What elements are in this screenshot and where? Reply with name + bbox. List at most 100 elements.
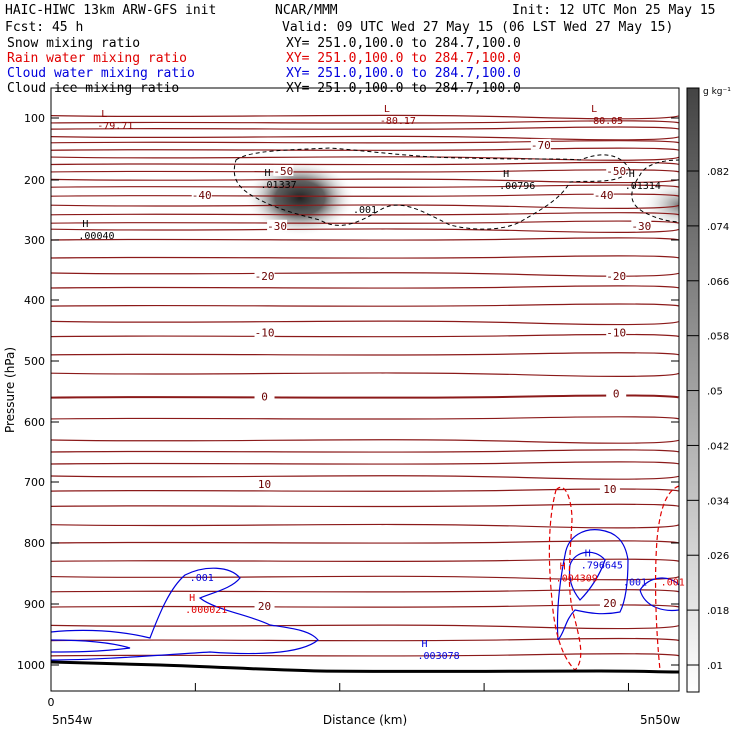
isotherm-label: -10	[606, 327, 626, 340]
isotherm-line	[51, 352, 679, 356]
field-xy: XY= 251.0,100.0 to 284.7,100.0	[286, 51, 521, 66]
isotherm-line	[51, 193, 679, 197]
isotherm-label: -70	[531, 139, 551, 152]
isotherm-label-bg	[606, 387, 627, 399]
plot-area	[51, 114, 679, 674]
isotherm-label: 10	[258, 478, 271, 491]
y-tick-label: 500	[24, 355, 45, 368]
isotherm-label-bg	[606, 326, 627, 338]
isotherm-label: 20	[603, 597, 616, 610]
isotherm-line	[51, 540, 679, 544]
x-axis-title: Distance (km)	[323, 713, 407, 727]
isotherm-label: -50	[606, 165, 626, 178]
rain-contour-right	[548, 486, 582, 671]
y-axis-title: Pressure (hPa)	[3, 347, 17, 433]
colorbar: g kg⁻¹ .082 .074 .066 .058 .05 .042 .034 .026 .0…	[686, 87, 731, 693]
isotherm-line	[51, 523, 679, 529]
isotherm-line	[51, 178, 679, 184]
isotherm-line	[51, 320, 679, 326]
extremum-mark: L	[384, 104, 390, 115]
colorbar-unit: g kg⁻¹	[703, 87, 731, 97]
title-model: HAIC-HIWC 13km ARW-GFS init	[5, 3, 216, 18]
cloud-water-contour-right-inner	[568, 551, 606, 601]
isotherm-line	[51, 169, 679, 173]
isotherm-label: 0	[261, 391, 268, 404]
isotherm-line	[51, 228, 679, 233]
extremum-mark: H	[585, 548, 591, 559]
extremum-mark: H	[629, 169, 635, 180]
isotherm-line	[51, 394, 679, 399]
colorbar-tick-label: .066	[707, 277, 729, 288]
isotherm-line	[51, 140, 679, 144]
extremum-value: .01337	[261, 180, 297, 191]
isotherm-label: 10	[603, 483, 616, 496]
isotherm-line	[51, 333, 679, 338]
isotherm-line	[51, 126, 679, 130]
isotherm-line	[51, 161, 679, 166]
extremum-value: .01314	[625, 181, 661, 192]
field-name: Rain water mixing ratio	[7, 51, 187, 66]
field-legend: Snow mixing ratio XY= 251.0,100.0 to 284.…	[7, 36, 521, 96]
isotherm-label: 20	[258, 600, 271, 613]
extremum-mark: H	[265, 168, 271, 179]
isotherm-line	[51, 120, 679, 124]
x-tick-label: 0	[48, 696, 55, 709]
valid-time: Valid: 09 UTC Wed 27 May 15 (06 LST Wed …	[282, 20, 673, 35]
extremum-value: -79.71	[97, 121, 133, 132]
colorbar-gradient	[686, 87, 700, 693]
isotherm-line	[51, 204, 679, 209]
isotherm-label-bg	[267, 219, 288, 231]
colorbar-tick-label: .018	[707, 606, 729, 617]
title-init: Init: 12 UTC Mon 25 May 15	[512, 3, 716, 18]
colorbar-tick-label: .05	[707, 387, 723, 398]
field-xy: XY= 251.0,100.0 to 284.7,100.0	[286, 36, 521, 51]
title-org: NCAR/MMM	[275, 3, 338, 18]
isotherm-line	[51, 604, 679, 608]
isotherm-line	[51, 114, 679, 120]
cloud-water-contour-left	[51, 567, 319, 661]
isotherm-line	[51, 624, 679, 630]
extremum-value: -80.05	[587, 116, 623, 127]
isotherm-line	[51, 653, 679, 657]
extremum-value: .00796	[499, 181, 535, 192]
isotherm-line	[51, 637, 679, 642]
plot-frame	[50, 87, 680, 692]
isotherm-label-bg	[254, 478, 275, 490]
isotherm-label: -30	[267, 220, 287, 233]
isotherm-line	[51, 449, 679, 453]
y-tick-label: 300	[24, 234, 45, 247]
x-start-label: 5n54w	[52, 713, 93, 727]
isotherm-line	[51, 461, 679, 465]
isotherm-lines	[51, 114, 679, 657]
isotherm-label-bg	[631, 219, 652, 231]
extremum-mark: H	[503, 169, 509, 180]
isotherm-line	[51, 416, 679, 420]
contour-labels: -70 -50 -50 -40 -40 -30 -30 -20 -20 -10 -10 0 0 10 10 2…	[78, 104, 684, 662]
y-tick-label: 200	[24, 174, 45, 187]
colorbar-tick-label: .058	[707, 332, 729, 343]
y-tick-label: 100	[24, 112, 45, 125]
isotherm-label: -30	[631, 220, 651, 233]
isotherm-line	[51, 147, 679, 151]
extremum-mark: H	[560, 561, 566, 572]
y-tick-label: 1000	[17, 659, 45, 672]
isotherm-label-bg	[191, 189, 212, 201]
isotherm-label: -40	[192, 189, 212, 202]
cloud-water-contour-left-inner	[51, 639, 131, 653]
x-end-label: 5n50w	[640, 713, 681, 727]
isotherm-label-bg	[254, 326, 275, 338]
isotherm-line	[51, 475, 679, 480]
isotherm-label-bg	[254, 600, 275, 612]
isotherm-label-bg	[254, 270, 275, 282]
isotherm-line	[51, 439, 679, 444]
cloud-water-contour-far-right	[639, 577, 679, 612]
y-tick-label: 800	[24, 537, 45, 550]
isotherm-line	[51, 589, 679, 593]
colorbar-tick-label: .042	[707, 441, 729, 452]
isotherm-line	[51, 237, 679, 241]
terrain-line	[51, 660, 679, 674]
extremum-value: .003078	[418, 651, 460, 662]
y-tick-label: 400	[24, 294, 45, 307]
